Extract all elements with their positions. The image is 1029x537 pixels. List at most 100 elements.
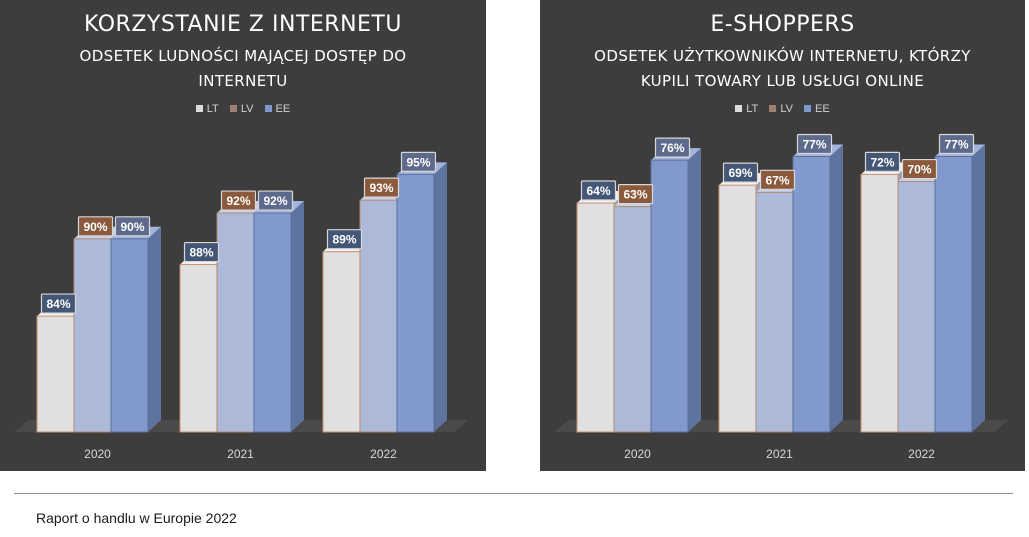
legend-label-lt: LT — [746, 103, 759, 115]
data-label-box — [901, 158, 938, 180]
data-label-ee-2021: 77% — [796, 133, 833, 155]
data-label-lv-2020: 63% — [617, 184, 654, 205]
bar-front — [216, 212, 255, 433]
bar-ee-2020 — [650, 148, 701, 433]
x-tick-label-2021: 2021 — [227, 447, 254, 461]
data-label-text: 77% — [944, 138, 968, 152]
legend-swatch-ee — [804, 105, 812, 112]
data-label-lt-2020: 84% — [40, 293, 77, 314]
data-label-box — [257, 190, 294, 211]
data-label-text: 93% — [369, 181, 393, 195]
data-label-box — [938, 133, 975, 155]
data-label-text: 76% — [660, 141, 684, 155]
bar-front — [755, 191, 794, 433]
data-label-text: 64% — [586, 184, 610, 198]
data-label-lt-2021: 88% — [183, 241, 220, 263]
bar-ee-2021 — [253, 201, 304, 433]
chart-subtitle: ODSETEK LUDNOŚCI MAJĄCEJ DOSTĘP DO INTER… — [79, 47, 407, 90]
chart-subtitle: ODSETEK UŻYTKOWNIKÓW INTERNETU, KTÓRZY K… — [594, 47, 971, 90]
legend-item-lv: LV — [229, 103, 253, 115]
data-label-lv-2021: 67% — [759, 169, 796, 190]
chart-legend: LT LV EE — [540, 103, 1025, 115]
bar-front — [396, 173, 435, 433]
data-label-box — [77, 216, 114, 237]
data-label-ee-2020: 76% — [654, 137, 691, 158]
bar-front — [359, 199, 398, 433]
legend-item-ee: EE — [264, 103, 290, 115]
data-label-box — [617, 184, 654, 205]
chart-plot-e-shoppers: 64% 63% 76% 2020 69% 67% 77% 2021 72% 70% 77% 2022 — [555, 133, 1008, 461]
data-label-text: 90% — [120, 220, 144, 234]
x-tick-label-2020: 2020 — [84, 447, 111, 461]
data-label-text: 90% — [83, 220, 107, 234]
data-label-ee-2022: 77% — [938, 133, 975, 155]
data-label-lv-2022: 70% — [901, 158, 938, 180]
legend-item-lv: LV — [769, 103, 793, 115]
bar-front — [650, 159, 689, 433]
chart-legend: LT LV EE — [0, 103, 486, 115]
data-label-box — [400, 151, 437, 172]
x-tick-label-2022: 2022 — [370, 447, 397, 461]
legend-label-lv: LV — [780, 103, 793, 115]
x-tick-label-2020: 2020 — [624, 447, 651, 461]
x-tick-label-2021: 2021 — [766, 447, 793, 461]
footer-divider — [14, 493, 1013, 494]
bar-side — [972, 144, 985, 432]
legend-swatch-lt — [195, 105, 203, 112]
data-label-text: 88% — [189, 246, 213, 260]
data-label-box — [326, 229, 363, 250]
data-label-box — [40, 293, 77, 314]
bar-front — [576, 202, 615, 433]
bar-side — [830, 144, 843, 432]
data-label-ee-2020: 90% — [114, 216, 151, 237]
data-label-text: 69% — [728, 166, 752, 180]
bar-front — [322, 251, 361, 433]
data-label-text: 63% — [623, 188, 647, 202]
bar-front — [792, 156, 831, 433]
legend-item-lt: LT — [195, 103, 219, 115]
legend-swatch-lt — [735, 105, 743, 112]
chart-title: E-SHOPPERS — [710, 12, 855, 37]
bar-front — [73, 238, 112, 433]
data-label-box — [220, 190, 257, 211]
data-label-text: 67% — [765, 173, 789, 187]
data-label-box — [183, 241, 220, 263]
bar-front — [36, 315, 75, 433]
data-label-lv-2021: 92% — [220, 190, 257, 211]
bar-front — [613, 206, 652, 433]
legend-item-ee: EE — [804, 103, 830, 115]
legend-item-lt: LT — [735, 103, 758, 115]
data-label-lt-2020: 64% — [580, 180, 617, 201]
data-label-text: 92% — [226, 194, 250, 208]
data-label-text: 89% — [332, 233, 356, 247]
data-label-lv-2020: 90% — [77, 216, 114, 237]
bar-side — [688, 148, 701, 433]
data-label-box — [796, 133, 833, 155]
bar-front — [860, 173, 899, 433]
legend-swatch-lv — [229, 105, 237, 112]
bar-front — [934, 156, 973, 433]
bar-ee-2022 — [396, 162, 447, 433]
data-label-text: 95% — [406, 155, 430, 169]
data-label-lt-2022: 89% — [326, 229, 363, 250]
legend-swatch-lv — [769, 105, 777, 112]
bar-front — [179, 264, 218, 433]
legend-label-lt: LT — [206, 103, 219, 115]
bar-ee-2021 — [792, 144, 843, 433]
bar-side — [434, 162, 447, 432]
bar-front — [718, 184, 757, 433]
chart-panel-internet-usage: KORZYSTANIE Z INTERNETU ODSETEK LUDNOŚCI… — [0, 0, 486, 471]
source-caption: Raport o handlu w Europie 2022 — [36, 510, 237, 526]
data-label-text: 70% — [907, 163, 931, 177]
data-label-lv-2022: 93% — [363, 177, 400, 198]
data-label-box — [114, 216, 151, 237]
bar-front — [110, 238, 149, 433]
data-label-text: 92% — [263, 194, 287, 208]
chart-panel-e-shoppers: E-SHOPPERS ODSETEK UŻYTKOWNIKÓW INTERNET… — [540, 0, 1025, 471]
data-label-box — [759, 169, 796, 190]
data-label-box — [363, 177, 400, 198]
data-label-ee-2021: 92% — [257, 190, 294, 211]
data-label-text: 84% — [46, 297, 70, 311]
data-label-lt-2022: 72% — [864, 151, 901, 172]
legend-swatch-ee — [264, 105, 272, 112]
